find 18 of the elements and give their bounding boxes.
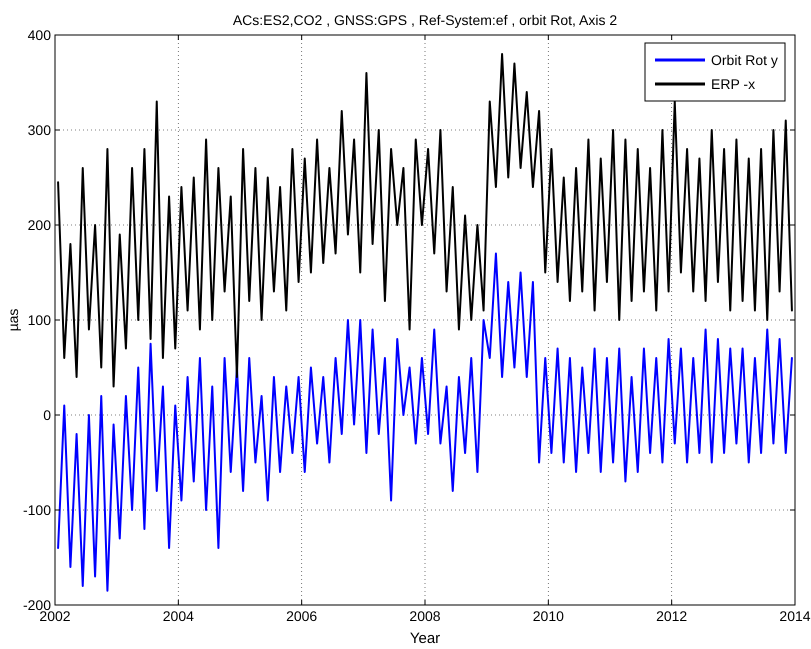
legend-label: ERP -x <box>711 76 756 92</box>
y-tick-label: 300 <box>28 122 52 138</box>
x-axis-title: Year <box>410 630 440 647</box>
x-tick-label: 2010 <box>532 608 564 624</box>
y-tick-label: 0 <box>43 407 52 423</box>
x-tick-label: 2004 <box>162 608 194 624</box>
y-axis-title: µas <box>5 308 21 332</box>
y-tick-label: -100 <box>22 502 52 518</box>
chart-title: ACs:ES2,CO2 , GNSS:GPS , Ref-System:ef , orbit Rot, Axis 2 <box>232 12 618 28</box>
x-tick-label: 2012 <box>656 608 688 624</box>
x-tick-label: 2014 <box>779 608 811 624</box>
legend-label: Orbit Rot y <box>711 52 778 68</box>
y-tick-label: 200 <box>28 217 52 233</box>
line-series <box>57 252 793 592</box>
x-tick-label: 2008 <box>409 608 441 624</box>
y-tick-label: 400 <box>28 27 52 43</box>
x-tick-label: 2006 <box>286 608 318 624</box>
y-tick-label: 100 <box>28 312 52 328</box>
